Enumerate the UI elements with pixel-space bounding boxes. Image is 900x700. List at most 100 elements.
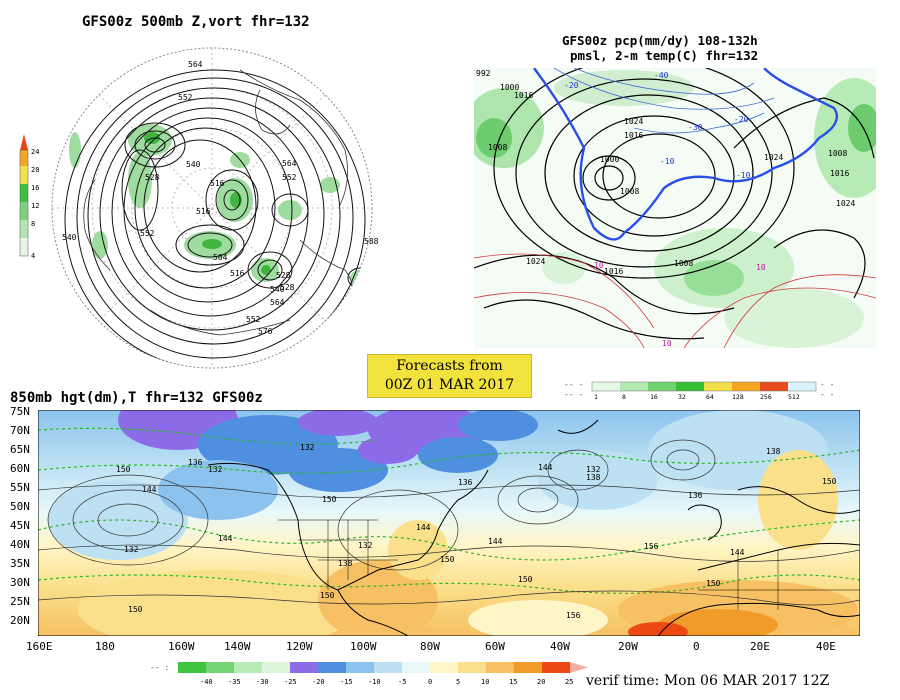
svg-text:516: 516 xyxy=(210,179,225,188)
precip-colorbar-label: 8 xyxy=(622,393,626,401)
svg-text:144: 144 xyxy=(488,537,503,546)
lon-axis: 160E 180 160W 140W 120W 100W 80W 60W 40W… xyxy=(20,640,870,656)
svg-text:540: 540 xyxy=(186,160,201,169)
svg-text:552: 552 xyxy=(246,315,261,324)
lat-label: 60N xyxy=(10,462,30,475)
lat-label: 55N xyxy=(10,481,30,494)
svg-text:10: 10 xyxy=(594,261,604,270)
svg-text:132: 132 xyxy=(124,545,139,554)
temp-colorbar-label: 0 xyxy=(428,678,432,686)
svg-text:1016: 1016 xyxy=(624,131,643,140)
svg-text:-- :: -- : xyxy=(150,663,169,672)
lon-label: 20E xyxy=(750,640,770,653)
svg-text:528: 528 xyxy=(145,173,160,182)
precip-colorbar-label: 32 xyxy=(678,393,686,401)
svg-text:1000: 1000 xyxy=(500,83,519,92)
svg-text:1024: 1024 xyxy=(624,117,643,126)
lat-label: 50N xyxy=(10,500,30,513)
svg-text:138: 138 xyxy=(338,559,353,568)
svg-text:132: 132 xyxy=(358,541,373,550)
temp-colorbar-label: 25 xyxy=(565,678,573,686)
temperature-colorbar: -- : -40 -35 -30 -25 -20 -15 -10 -5 0 5 … xyxy=(150,660,590,692)
pcp-pmsl-map: 992 1000 1016 1024 1008 1000 1008 1016 1… xyxy=(474,68,876,348)
temp-colorbar-label: -15 xyxy=(340,678,353,686)
svg-text:- -: - - xyxy=(820,390,834,399)
svg-text:132: 132 xyxy=(300,443,315,452)
svg-text:150: 150 xyxy=(440,555,455,564)
svg-text:528: 528 xyxy=(276,271,291,280)
svg-text:-- -: -- - xyxy=(564,390,583,399)
lat-axis: 75N 70N 65N 60N 55N 50N 45N 40N 35N 30N … xyxy=(10,405,38,635)
svg-text:552: 552 xyxy=(140,229,155,238)
svg-text:150: 150 xyxy=(128,605,143,614)
svg-text:516: 516 xyxy=(230,269,245,278)
svg-text:1024: 1024 xyxy=(764,153,783,162)
lon-label: 160E xyxy=(26,640,53,653)
precip-colorbar-label: 256 xyxy=(760,393,772,401)
temp-colorbar-label: 10 xyxy=(481,678,489,686)
svg-text:-20: -20 xyxy=(564,81,579,90)
svg-text:576: 576 xyxy=(258,327,273,336)
svg-text:-- -: -- - xyxy=(564,380,583,389)
forecast-init-line1: Forecasts from xyxy=(396,358,503,374)
temp-colorbar-label: -30 xyxy=(256,678,269,686)
lon-label: 40E xyxy=(816,640,836,653)
svg-text:516: 516 xyxy=(196,207,211,216)
map-850mb: 150 136 132 132 144 132 144 150 132 144 … xyxy=(38,410,860,636)
svg-text:156: 156 xyxy=(566,611,581,620)
lat-label: 30N xyxy=(10,576,30,589)
vort-colorbar-label: 20 xyxy=(31,166,39,174)
svg-text:10: 10 xyxy=(756,263,766,272)
svg-text:1024: 1024 xyxy=(836,199,855,208)
svg-text:564: 564 xyxy=(188,60,203,69)
forecast-init-box: Forecasts from 00Z 01 MAR 2017 xyxy=(367,354,532,398)
svg-text:540: 540 xyxy=(270,285,285,294)
temp-colorbar-label: -20 xyxy=(312,678,325,686)
svg-text:144: 144 xyxy=(730,548,745,557)
vort-colorbar-label: 16 xyxy=(31,184,39,192)
svg-text:1024: 1024 xyxy=(526,257,545,266)
lon-label: 140W xyxy=(224,640,251,653)
svg-text:136: 136 xyxy=(688,491,703,500)
lon-label: 60W xyxy=(485,640,505,653)
svg-text:150: 150 xyxy=(322,495,337,504)
svg-text:1000: 1000 xyxy=(600,155,619,164)
precip-colorbar-label: 1 xyxy=(594,393,598,401)
temp-colorbar-label: 5 xyxy=(456,678,460,686)
precip-colorbar-label: 128 xyxy=(732,393,744,401)
lat-label: 25N xyxy=(10,595,30,608)
lon-label: 160W xyxy=(168,640,195,653)
svg-text:150: 150 xyxy=(822,477,837,486)
svg-text:144: 144 xyxy=(142,485,157,494)
svg-text:-20: -20 xyxy=(734,115,749,124)
svg-text:138: 138 xyxy=(766,447,781,456)
svg-text:132: 132 xyxy=(208,465,223,474)
svg-text:144: 144 xyxy=(218,534,233,543)
svg-text:136: 136 xyxy=(458,478,473,487)
precip-colorbar-label: 512 xyxy=(788,393,800,401)
pcp-map-title-line2: pmsl, 2-m temp(C) fhr=132 xyxy=(570,48,759,63)
lon-label: 180 xyxy=(95,640,115,653)
temp-colorbar-label: 20 xyxy=(537,678,545,686)
svg-text:-10: -10 xyxy=(736,171,751,180)
svg-text:552: 552 xyxy=(282,173,297,182)
svg-text:528: 528 xyxy=(280,283,295,292)
bottom-map-title: 850mb hgt(dm),T fhr=132 GFS00z xyxy=(10,390,263,406)
temp-colorbar-label: -25 xyxy=(284,678,297,686)
lat-label: 45N xyxy=(10,519,30,532)
precip-colorbar-label: 16 xyxy=(650,393,658,401)
svg-text:1016: 1016 xyxy=(604,267,623,276)
lon-label: 100W xyxy=(350,640,377,653)
svg-text:136: 136 xyxy=(188,458,203,467)
svg-text:992: 992 xyxy=(476,69,491,78)
svg-text:144: 144 xyxy=(416,523,431,532)
svg-text:564: 564 xyxy=(270,298,285,307)
svg-text:552: 552 xyxy=(178,93,193,102)
lat-label: 65N xyxy=(10,443,30,456)
lat-label: 35N xyxy=(10,557,30,570)
svg-text:10: 10 xyxy=(662,339,672,348)
vort-colorbar-label: 12 xyxy=(31,202,39,210)
svg-text:150: 150 xyxy=(706,579,721,588)
svg-text:150: 150 xyxy=(116,465,131,474)
svg-text:1016: 1016 xyxy=(514,91,533,100)
